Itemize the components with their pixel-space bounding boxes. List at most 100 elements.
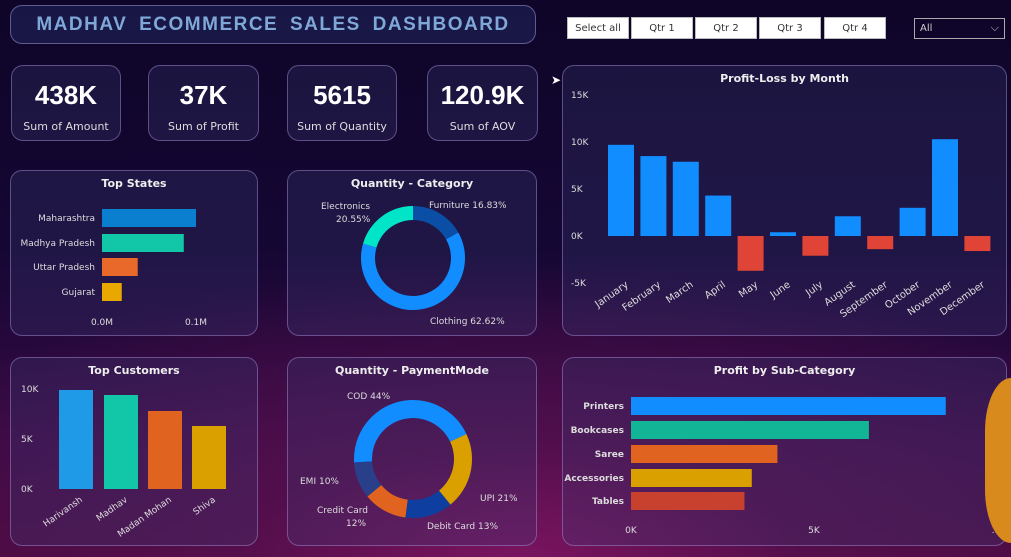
bar-accessories: [631, 469, 752, 487]
slice-credit-card: [367, 485, 408, 518]
label-credit-card-pct: 12%: [346, 519, 367, 529]
label-cod: COD 44%: [347, 392, 391, 402]
y-tick-label: 5K: [571, 185, 584, 195]
kpi-card-profit: 37K Sum of Profit: [148, 65, 259, 141]
category-label: Madhya Pradesh: [20, 239, 95, 249]
top-customers-chart: Top Customers 10K 5K 0K Harivansh Madhav Madan…: [10, 357, 258, 546]
dropdown-value: All: [920, 23, 933, 34]
bar-march: [672, 161, 699, 236]
month-label: July: [803, 279, 825, 299]
chart-title: Top Customers: [88, 364, 180, 377]
chevron-down-icon: ⌵: [990, 21, 999, 34]
chart-title: Quantity - PaymentMode: [335, 364, 489, 377]
slice-upi: [439, 434, 472, 505]
profit-loss-by-month-chart: Profit-Loss by Month 15K 10K 5K 0K -5K January…: [562, 65, 1007, 336]
slice-emi: [354, 461, 382, 497]
bar-madhya-pradesh: [102, 234, 184, 252]
bar-november: [932, 139, 958, 236]
kpi-card-amount: 438K Sum of Amount: [11, 65, 121, 141]
slice-debit-card: [405, 490, 451, 518]
slice-furniture: [413, 206, 459, 240]
bar-bookcases: [631, 421, 869, 439]
label-debit-card: Debit Card 13%: [427, 522, 498, 532]
bar-september: [867, 236, 894, 250]
bar-june: [770, 232, 796, 236]
chart-title: Quantity - Category: [350, 177, 474, 190]
bar-tables: [631, 492, 745, 510]
category-label: Maharashtra: [38, 214, 95, 224]
y-tick-label: 0K: [21, 485, 34, 495]
chart-title: Profit by Sub-Category: [713, 364, 856, 377]
customer-label: Shiva: [192, 495, 218, 517]
label-electronics: Electronics: [321, 202, 371, 212]
customer-label: Madhav: [95, 495, 130, 524]
y-tick-label: 10K: [21, 385, 39, 395]
y-tick-label: 0K: [571, 232, 584, 242]
filter-dropdown[interactable]: All ⌵: [914, 18, 1005, 39]
quantity-paymentmode-chart: Quantity - PaymentMode COD 44% UPI 21% D…: [287, 357, 537, 546]
chart-title: Top States: [101, 177, 167, 190]
y-tick-label: 15K: [571, 91, 589, 101]
label-electronics-pct: 20.55%: [336, 215, 371, 225]
kpi-label: Sum of Amount: [23, 120, 109, 133]
qtr2-button[interactable]: Qtr 2: [695, 17, 757, 39]
bar-saree: [631, 445, 778, 463]
bar-harivansh: [59, 390, 93, 489]
dashboard-title: MADHAV ECOMMERCE SALES DASHBOARD: [10, 5, 536, 44]
bar-july: [802, 236, 829, 256]
kpi-value: 37K: [179, 80, 228, 110]
kpi-value: 438K: [34, 80, 98, 110]
y-tick-label: 10K: [571, 138, 589, 148]
kpi-value: 5615: [313, 80, 371, 110]
label-upi: UPI 21%: [480, 494, 518, 504]
bar-shiva: [192, 426, 226, 489]
tick-label: 5K: [808, 526, 821, 536]
category-label: Bookcases: [571, 426, 624, 436]
category-label: Printers: [583, 402, 624, 412]
bar-madhav: [104, 395, 138, 489]
label-clothing: Clothing 62.62%: [430, 317, 505, 327]
bar-february: [640, 156, 667, 236]
kpi-card-quantity: 5615 Sum of Quantity: [287, 65, 397, 141]
tick-label: 0.1M: [185, 318, 207, 328]
kpi-label: Sum of Profit: [168, 120, 239, 133]
category-label: Accessories: [564, 474, 624, 484]
slice-clothing: [361, 232, 465, 310]
kpi-card-aov: 120.9K Sum of AOV: [427, 65, 538, 141]
bar-uttar-pradesh: [102, 258, 138, 276]
label-furniture: Furniture 16.83%: [429, 201, 507, 211]
top-states-chart: Top States Maharashtra Madhya Pradesh Uttar…: [10, 170, 258, 336]
qtr3-button[interactable]: Qtr 3: [759, 17, 821, 39]
qtr4-button[interactable]: Qtr 4: [824, 17, 886, 39]
category-label: Uttar Pradesh: [33, 263, 95, 273]
chart-title: Profit-Loss by Month: [720, 72, 849, 85]
bar-madan-mohan: [148, 411, 182, 489]
bar-gujarat: [102, 283, 122, 301]
select-all-button[interactable]: Select all: [567, 17, 629, 39]
y-tick-label: -5K: [571, 279, 587, 289]
month-label: April: [703, 279, 728, 301]
decorative-orange-circle: [985, 378, 1011, 543]
kpi-value: 120.9K: [440, 80, 525, 110]
customer-label: Harivansh: [42, 495, 85, 529]
bar-january: [608, 144, 634, 236]
tick-label: 0K: [625, 526, 638, 536]
quantity-category-chart: Quantity - Category Furniture 16.83% Clo…: [287, 170, 537, 336]
qtr1-button[interactable]: Qtr 1: [631, 17, 693, 39]
y-tick-label: 5K: [21, 435, 34, 445]
label-emi: EMI 10%: [300, 477, 339, 487]
bar-april: [705, 195, 732, 236]
bar-maharashtra: [102, 209, 196, 227]
bar-august: [834, 216, 861, 236]
tick-label: 0.0M: [91, 318, 113, 328]
bar-december: [964, 236, 991, 252]
bar-may: [737, 236, 764, 271]
label-credit-card: Credit Card: [317, 506, 368, 516]
category-label: Tables: [592, 497, 624, 507]
month-label: June: [768, 279, 793, 301]
month-label: March: [664, 279, 695, 305]
profit-by-subcategory-chart: Profit by Sub-Category Printers Bookcases S…: [562, 357, 1007, 546]
slice-cod: [354, 400, 467, 463]
bar-october: [899, 207, 926, 236]
kpi-label: Sum of Quantity: [297, 120, 387, 133]
